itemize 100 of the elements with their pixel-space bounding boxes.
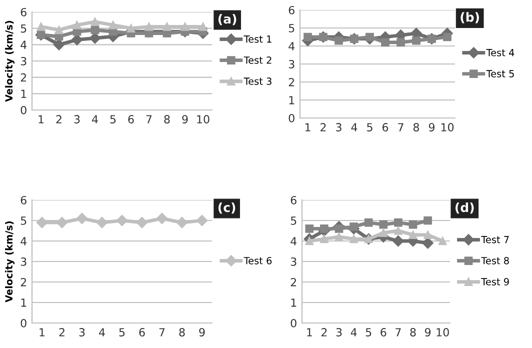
x-tick-label: 5 bbox=[119, 328, 125, 336]
x-tick-label: 3 bbox=[79, 328, 85, 336]
y-tick-label: 6 bbox=[288, 6, 294, 14]
legend-label: Test 8 bbox=[481, 256, 509, 264]
y-tick-label: 1 bbox=[21, 298, 26, 307]
point bbox=[412, 36, 420, 45]
x-tick-label: 7 bbox=[396, 328, 401, 336]
x-tick-label: 9 bbox=[199, 328, 205, 336]
legend-label: Test 6 bbox=[244, 256, 272, 264]
x-tick-label: 2 bbox=[320, 123, 326, 132]
point bbox=[379, 220, 388, 229]
point bbox=[305, 236, 314, 246]
y-tick-label: 1 bbox=[289, 96, 294, 104]
x-tick-label: 5 bbox=[110, 115, 116, 124]
point bbox=[424, 216, 432, 225]
x-tick-label: 4 bbox=[99, 328, 105, 336]
text: (a) bbox=[218, 14, 236, 26]
x-tick-label: 1 bbox=[38, 115, 44, 124]
y-axis-title: Velocity (km/s) bbox=[5, 20, 15, 102]
y-tick-label: 4 bbox=[290, 237, 297, 246]
x-tick-label: 9 bbox=[182, 115, 188, 124]
point bbox=[90, 18, 100, 26]
point bbox=[334, 232, 344, 242]
y-tick-label: 5 bbox=[20, 216, 26, 225]
point bbox=[180, 22, 190, 31]
x-tick-label: 2 bbox=[321, 328, 327, 336]
point bbox=[72, 20, 82, 30]
x-tick-label: 3 bbox=[74, 115, 80, 124]
point bbox=[394, 218, 402, 227]
y-tick-label: 2 bbox=[20, 73, 26, 82]
x-tick-label: 10 bbox=[441, 123, 454, 132]
x-tick-label: 10 bbox=[197, 115, 210, 124]
point bbox=[424, 230, 432, 240]
y-tick-label: 2 bbox=[290, 278, 296, 286]
point bbox=[381, 38, 390, 47]
point bbox=[438, 236, 447, 246]
point bbox=[304, 32, 312, 42]
x-tick-label: 3 bbox=[336, 328, 342, 336]
text: (b) bbox=[460, 12, 479, 24]
x-tick-label: 8 bbox=[413, 123, 420, 132]
y-tick-label: 4 bbox=[20, 40, 27, 49]
legend-label: Test 9 bbox=[481, 278, 509, 286]
point bbox=[394, 226, 402, 235]
point bbox=[443, 32, 452, 42]
point bbox=[36, 22, 46, 31]
text: (d) bbox=[456, 202, 474, 214]
x-tick-label: 6 bbox=[382, 123, 388, 132]
y-tick-label: 4 bbox=[20, 237, 27, 246]
x-tick-label: 10 bbox=[436, 328, 449, 336]
point bbox=[392, 235, 404, 247]
legend-label: Test 1 bbox=[244, 36, 272, 43]
y-axis-title: Velocity (km/s) bbox=[5, 221, 15, 302]
y-tick-label: 0 bbox=[20, 106, 26, 114]
text: (c) bbox=[218, 202, 236, 214]
y-tick-label: 1 bbox=[291, 298, 296, 307]
x-tick-label: 8 bbox=[410, 328, 416, 336]
y-tick-label: 3 bbox=[20, 56, 26, 66]
y-tick-label: 0 bbox=[288, 114, 294, 122]
x-tick-label: 6 bbox=[128, 115, 134, 124]
x-tick-label: 9 bbox=[424, 328, 431, 336]
point bbox=[350, 222, 358, 231]
y-tick-label: 6 bbox=[20, 196, 26, 204]
y-tick-label: 0 bbox=[290, 318, 296, 328]
point bbox=[320, 224, 328, 233]
x-tick-label: 3 bbox=[336, 123, 342, 132]
x-tick-label: 7 bbox=[146, 115, 152, 124]
x-tick-label: 6 bbox=[139, 328, 145, 336]
point bbox=[334, 224, 344, 233]
x-tick-label: 2 bbox=[56, 115, 62, 124]
y-tick-label: 3 bbox=[290, 257, 296, 266]
x-tick-label: 4 bbox=[350, 328, 357, 336]
x-tick-label: 4 bbox=[92, 115, 98, 124]
x-tick-label: 7 bbox=[398, 123, 404, 132]
x-tick-label: 6 bbox=[380, 328, 386, 336]
y-tick-label: 4 bbox=[288, 42, 295, 50]
y-tick-label: 3 bbox=[288, 60, 294, 68]
legend-label: Test 5 bbox=[486, 70, 514, 78]
point bbox=[89, 32, 101, 44]
x-tick-label: 4 bbox=[351, 123, 358, 132]
y-tick-label: 2 bbox=[288, 78, 294, 86]
x-tick-label: 2 bbox=[59, 328, 64, 336]
y-tick-label: 2 bbox=[20, 278, 26, 286]
point bbox=[408, 230, 418, 240]
x-tick-label: 1 bbox=[40, 328, 45, 336]
point bbox=[144, 22, 154, 31]
point bbox=[53, 39, 65, 50]
point bbox=[305, 224, 314, 233]
point bbox=[350, 234, 358, 244]
legend-label: Test 3 bbox=[244, 78, 272, 85]
y-tick-label: 5 bbox=[20, 24, 26, 33]
y-tick-label: 1 bbox=[21, 90, 26, 98]
y-tick-label: 6 bbox=[290, 196, 296, 204]
point bbox=[126, 24, 136, 32]
legend-label: Test 7 bbox=[481, 236, 509, 244]
y-tick-label: 5 bbox=[288, 24, 294, 32]
point bbox=[366, 32, 374, 42]
x-tick-label: 7 bbox=[159, 328, 165, 336]
y-tick-label: 5 bbox=[290, 216, 296, 225]
x-tick-label: 5 bbox=[366, 328, 372, 336]
point bbox=[320, 234, 328, 244]
